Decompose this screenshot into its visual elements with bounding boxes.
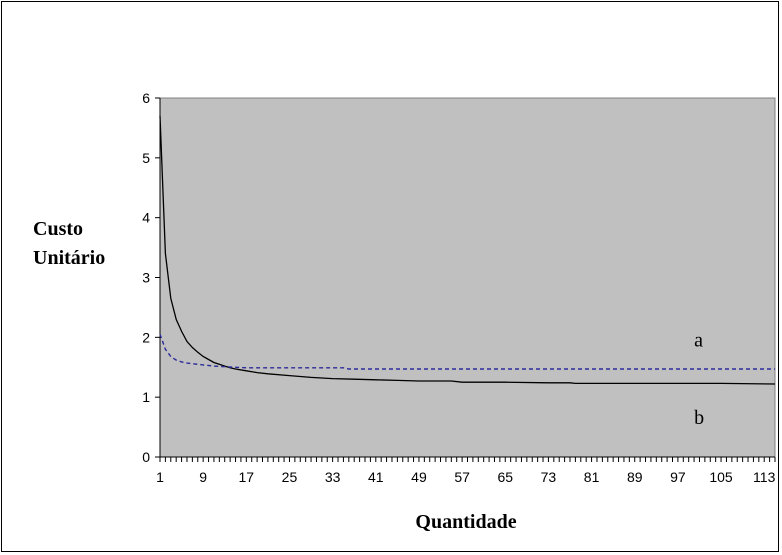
x-tick-label: 33: [325, 469, 341, 485]
x-tick-label: 105: [709, 469, 733, 485]
x-tick-label: 65: [497, 469, 513, 485]
x-axis: 1 9 17 25 33 41 49 57 65 73 81 89 97 105 113: [156, 456, 776, 485]
x-tick-label: 113: [753, 469, 776, 485]
y-tick-label: 4: [142, 210, 150, 226]
x-tick-label: 49: [411, 469, 427, 485]
y-tick-label: 1: [142, 389, 150, 405]
annotation-b: b: [694, 407, 704, 429]
y-tick-label: 2: [142, 329, 150, 345]
y-tick-label: 5: [142, 150, 150, 166]
x-tick-label: 25: [282, 469, 298, 485]
axis-titles: Custo Unitário Quantidade: [33, 218, 517, 533]
x-tick-label: 73: [541, 469, 557, 485]
series-group: [159, 115, 776, 385]
y-axis: 0 1 2 3 4 5 6: [142, 90, 161, 465]
annotation-a: a: [694, 329, 703, 351]
series-line-dashed: [159, 334, 775, 370]
x-tick-label: 9: [199, 469, 207, 485]
y-axis-title-line-1: Custo: [33, 218, 83, 240]
y-tick-label: 0: [142, 449, 150, 465]
x-tick-label: 41: [368, 469, 384, 485]
x-tick-label: 97: [670, 469, 686, 485]
x-tick-label: 81: [584, 469, 600, 485]
y-tick-label: 6: [142, 90, 150, 106]
plot-area: [159, 97, 776, 458]
x-tick-label: 89: [627, 469, 643, 485]
annotations: ab: [694, 329, 704, 429]
x-tick-label: 57: [454, 469, 470, 485]
series-line-solid: [159, 115, 776, 385]
x-tick-label: 1: [156, 469, 164, 485]
y-axis-title-line-2: Unitário: [33, 247, 105, 269]
x-tick-label: 17: [239, 469, 255, 485]
x-axis-title: Quantidade: [415, 511, 516, 533]
y-tick-label: 3: [142, 270, 150, 286]
